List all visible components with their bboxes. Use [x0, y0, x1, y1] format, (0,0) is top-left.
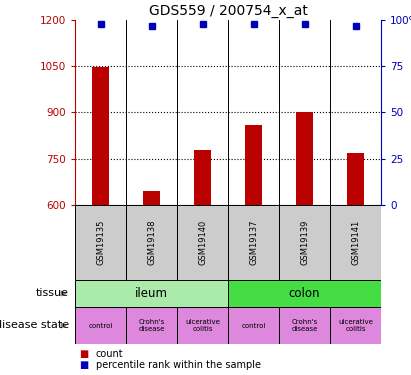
Text: disease state: disease state: [0, 321, 69, 330]
Text: GSM19141: GSM19141: [351, 220, 360, 265]
Text: count: count: [95, 349, 123, 359]
Text: ■: ■: [79, 360, 88, 370]
Text: control: control: [241, 322, 266, 328]
Text: tissue: tissue: [36, 288, 69, 298]
Bar: [92, 67, 109, 205]
Bar: [346, 153, 365, 205]
Text: colon: colon: [289, 287, 320, 300]
Bar: [228, 307, 279, 344]
Text: GSM19138: GSM19138: [147, 220, 156, 265]
Text: GSM19139: GSM19139: [300, 220, 309, 265]
Text: ■: ■: [79, 349, 88, 359]
Bar: [330, 307, 381, 344]
Bar: [194, 150, 211, 205]
Title: GDS559 / 200754_x_at: GDS559 / 200754_x_at: [148, 4, 307, 18]
Bar: [126, 205, 177, 280]
Text: Crohn's
disease: Crohn's disease: [139, 319, 165, 332]
Text: ileum: ileum: [135, 287, 168, 300]
Text: percentile rank within the sample: percentile rank within the sample: [95, 360, 261, 370]
Text: GSM19140: GSM19140: [198, 220, 207, 265]
Bar: [75, 307, 126, 344]
Text: control: control: [88, 322, 113, 328]
Bar: [126, 307, 177, 344]
Bar: [279, 205, 330, 280]
Text: ulcerative
colitis: ulcerative colitis: [185, 319, 220, 332]
Text: ulcerative
colitis: ulcerative colitis: [338, 319, 373, 332]
Bar: [143, 191, 160, 205]
Bar: [177, 307, 228, 344]
Text: Crohn's
disease: Crohn's disease: [291, 319, 318, 332]
Text: GSM19137: GSM19137: [249, 220, 258, 265]
Text: GSM19135: GSM19135: [96, 220, 105, 265]
Bar: [279, 307, 330, 344]
Bar: [75, 205, 126, 280]
Bar: [228, 205, 279, 280]
Bar: [177, 205, 228, 280]
Bar: [330, 205, 381, 280]
Bar: [296, 112, 314, 205]
Bar: [245, 126, 263, 205]
Bar: [75, 280, 228, 307]
Bar: [228, 280, 381, 307]
